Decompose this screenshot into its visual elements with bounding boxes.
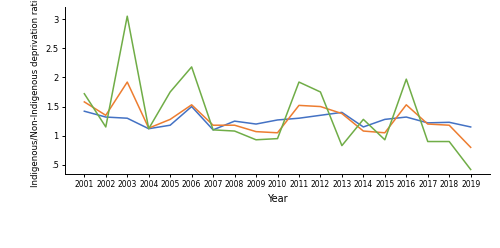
- α = 0: [360, 125, 366, 128]
- α = 0: [446, 121, 452, 124]
- α = 3: [210, 128, 216, 131]
- Y-axis label: Indigenous/Non-Indigenous deprivation ratio: Indigenous/Non-Indigenous deprivation ra…: [31, 0, 40, 187]
- α = 3: [253, 138, 259, 141]
- α = 1: [274, 131, 280, 134]
- α = 3: [382, 138, 388, 141]
- α = 1: [468, 146, 473, 149]
- α = 1: [124, 81, 130, 84]
- α = 3: [339, 144, 345, 147]
- α = 3: [318, 91, 324, 93]
- α = 1: [296, 104, 302, 107]
- α = 1: [232, 124, 237, 127]
- α = 1: [82, 100, 87, 103]
- α = 0: [468, 125, 473, 128]
- α = 0: [296, 117, 302, 120]
- α = 1: [318, 105, 324, 108]
- α = 1: [360, 129, 366, 132]
- α = 0: [404, 116, 409, 119]
- α = 1: [167, 118, 173, 121]
- α = 0: [167, 124, 173, 127]
- α = 1: [382, 131, 388, 134]
- α = 1: [253, 130, 259, 133]
- α = 0: [103, 116, 109, 119]
- α = 3: [103, 125, 109, 128]
- α = 0: [382, 118, 388, 121]
- α = 3: [82, 92, 87, 95]
- α = 3: [232, 129, 237, 132]
- Line: α = 1: α = 1: [84, 82, 470, 147]
- α = 0: [124, 117, 130, 120]
- α = 3: [296, 81, 302, 84]
- α = 3: [146, 127, 152, 130]
- α = 1: [425, 123, 431, 125]
- α = 1: [404, 103, 409, 106]
- α = 1: [210, 124, 216, 127]
- α = 3: [468, 168, 473, 171]
- α = 0: [146, 127, 152, 130]
- α = 0: [188, 105, 194, 108]
- α = 0: [253, 123, 259, 125]
- α = 3: [274, 137, 280, 140]
- α = 1: [188, 103, 194, 106]
- α = 0: [82, 110, 87, 113]
- α = 1: [339, 112, 345, 115]
- Line: α = 3: α = 3: [84, 16, 470, 170]
- α = 3: [124, 15, 130, 18]
- α = 1: [446, 124, 452, 127]
- α = 3: [188, 65, 194, 68]
- α = 0: [232, 120, 237, 123]
- α = 0: [210, 128, 216, 131]
- α = 3: [404, 78, 409, 81]
- α = 0: [339, 111, 345, 114]
- α = 3: [446, 140, 452, 143]
- α = 1: [103, 114, 109, 117]
- α = 3: [167, 91, 173, 93]
- X-axis label: Year: Year: [267, 194, 288, 204]
- α = 3: [425, 140, 431, 143]
- α = 0: [318, 114, 324, 117]
- α = 3: [360, 118, 366, 121]
- α = 0: [425, 121, 431, 124]
- α = 0: [274, 119, 280, 122]
- α = 1: [146, 127, 152, 130]
- Line: α = 0: α = 0: [84, 107, 470, 130]
